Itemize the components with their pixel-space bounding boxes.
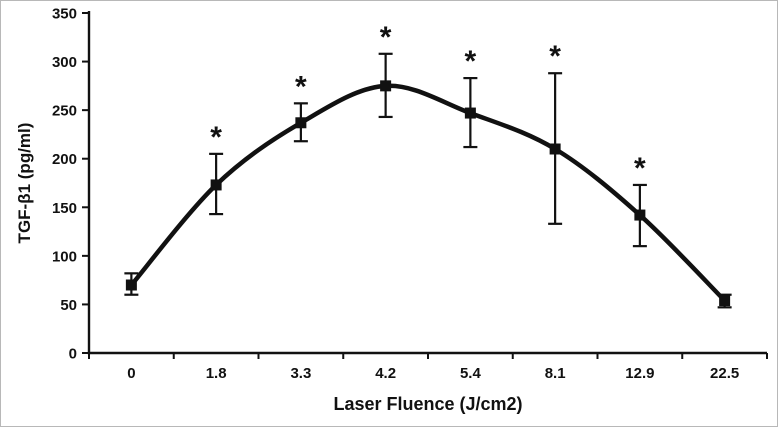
y-tick-label: 250 xyxy=(52,103,77,120)
y-tick-label: 50 xyxy=(60,297,77,314)
x-tick-label: 8.1 xyxy=(545,365,566,382)
significance-asterisk: * xyxy=(465,45,477,78)
significance-asterisk: * xyxy=(295,70,307,103)
significance-asterisk: * xyxy=(634,152,646,185)
x-tick-label: 3.3 xyxy=(290,365,311,382)
y-tick-label: 100 xyxy=(52,248,77,265)
x-tick-label: 5.4 xyxy=(460,365,482,382)
y-tick-label: 200 xyxy=(52,151,77,168)
data-point-marker xyxy=(125,279,137,291)
significance-asterisk: * xyxy=(210,121,222,154)
significance-asterisk: * xyxy=(549,40,561,73)
series-line xyxy=(129,83,727,303)
data-point-marker xyxy=(464,107,476,119)
y-tick-label: 300 xyxy=(52,54,77,71)
x-tick-label: 22.5 xyxy=(710,365,739,382)
x-tick-label: 12.9 xyxy=(625,365,654,382)
data-point-marker xyxy=(210,179,222,191)
x-tick-label: 4.2 xyxy=(375,365,396,382)
y-tick-label: 150 xyxy=(52,200,77,217)
y-tick-label: 350 xyxy=(52,6,77,23)
data-point-marker xyxy=(719,295,731,307)
data-point-marker xyxy=(380,80,392,92)
x-tick-label: 0 xyxy=(127,365,135,382)
x-tick-label: 1.8 xyxy=(206,365,227,382)
y-tick-label: 0 xyxy=(69,346,77,363)
data-point-marker xyxy=(549,143,561,155)
significance-asterisk: * xyxy=(380,21,392,54)
data-point-marker xyxy=(634,209,646,221)
data-point-marker xyxy=(295,117,307,129)
